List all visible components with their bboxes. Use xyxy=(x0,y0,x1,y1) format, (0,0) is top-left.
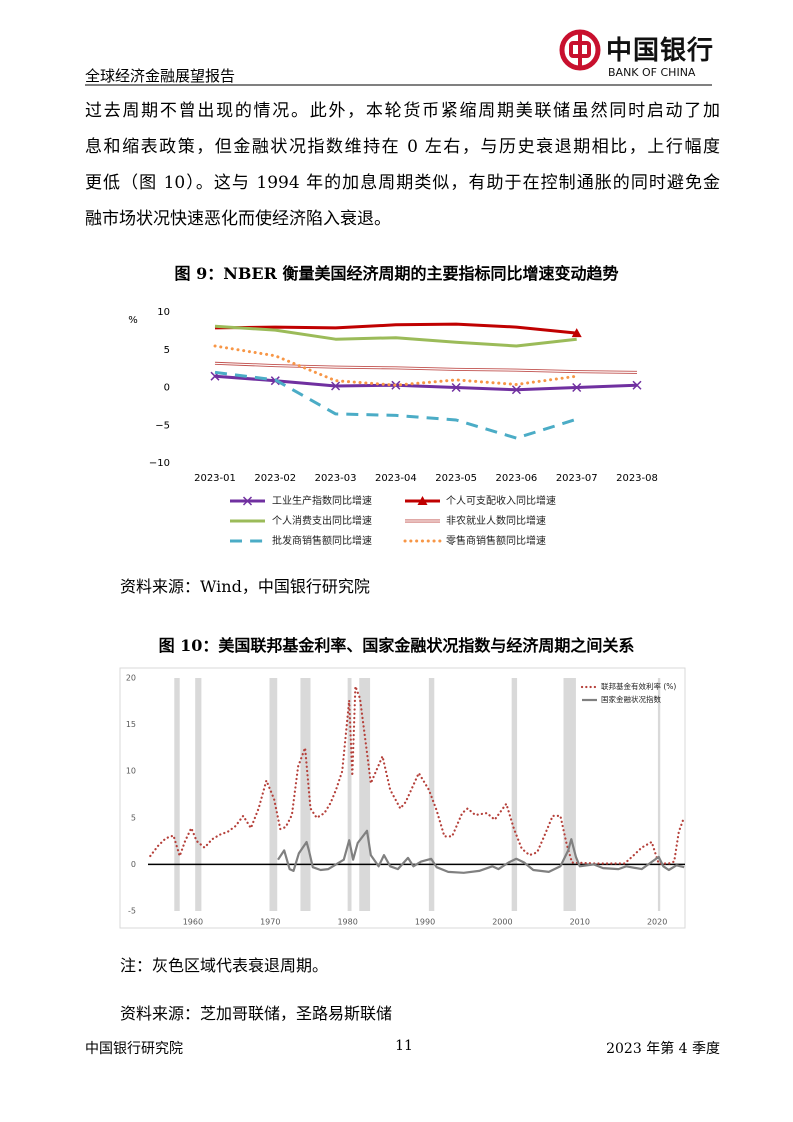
series-line-inner xyxy=(214,362,638,373)
y-tick-label: -5 xyxy=(128,907,136,916)
figure-note: 注：灰色区域代表衰退周期。 xyxy=(120,956,329,975)
x-tick-label: 2023-01 xyxy=(194,473,236,484)
x-tick-label: 2000 xyxy=(492,918,512,927)
x-tick-label: 1990 xyxy=(415,918,435,927)
series-line xyxy=(214,374,638,392)
chart-frame xyxy=(119,667,686,929)
point-marker xyxy=(511,385,521,395)
x-tick-label: 2010 xyxy=(570,918,590,927)
x-tick-label: 2023-02 xyxy=(254,473,296,484)
y-tick-label: 0 xyxy=(131,860,136,869)
recession-band xyxy=(428,678,435,911)
recession-band xyxy=(269,678,278,911)
series-line xyxy=(214,322,577,335)
x-tick-label: 2023-03 xyxy=(315,473,357,484)
point-marker xyxy=(571,328,582,338)
y-tick-label: −5 xyxy=(155,420,170,431)
legend-label: 非农就业人数同比增速 xyxy=(446,514,546,527)
legend-marker xyxy=(242,496,253,506)
logo-icon xyxy=(559,29,601,71)
series-line xyxy=(214,370,578,440)
figure-caption: 图 9：NBER 衡量美国经济周期的主要指标同比增速变动趋势 xyxy=(174,264,619,283)
legend-label: 联邦基金有效利率 (%) xyxy=(601,681,676,691)
legend-label: 国家金融状况指数 xyxy=(601,694,661,704)
series-line xyxy=(214,324,577,348)
body-line: 更低（图 10）。这与 1994 年的加息周期类似，有助于在控制通胀的同时避免金 xyxy=(85,173,720,193)
y-tick-label: 10 xyxy=(126,767,136,776)
point-marker xyxy=(331,381,341,391)
recession-band xyxy=(300,678,311,911)
footer-left: 中国银行研究院 xyxy=(85,1041,183,1057)
series-line xyxy=(277,829,685,874)
figure-caption: 图 10：美国联邦基金利率、国家金融状况指数与经济周期之间关系 xyxy=(158,636,635,655)
x-tick-label: 2020 xyxy=(647,918,667,927)
body-line: 融市场状况快速恶化而使经济陷入衰退。 xyxy=(85,209,391,229)
legend-label: 个人消费支出同比增速 xyxy=(272,514,372,527)
legend-label: 个人可支配收入同比增速 xyxy=(446,494,556,507)
recession-band xyxy=(657,678,661,911)
x-tick-label: 2023-06 xyxy=(496,473,538,484)
y-tick-label: 5 xyxy=(164,345,170,356)
recession-band xyxy=(174,678,180,911)
x-tick-label: 1960 xyxy=(183,918,203,927)
body-line: 息和缩表政策，但金融状况指数维持在 0 左右，与历史衰退期相比，上行幅度 xyxy=(85,137,720,157)
point-marker xyxy=(451,382,461,393)
footer-right: 2023 年第 4 季度 xyxy=(606,1041,720,1057)
y-tick-label: −10 xyxy=(149,458,170,469)
body-line: 过去周期不曾出现的情况。此外，本轮货币紧缩周期美联储虽然同时启动了加 xyxy=(85,101,720,121)
y-axis-label: % xyxy=(128,315,138,326)
y-tick-label: 0 xyxy=(164,383,170,394)
header-title: 全球经济金融展望报告 xyxy=(85,67,236,85)
y-tick-label: 5 xyxy=(131,813,136,822)
point-marker xyxy=(632,380,642,390)
series-line xyxy=(213,344,579,387)
recession-band xyxy=(195,678,202,911)
y-tick-label: 15 xyxy=(126,720,136,729)
recession-band xyxy=(511,678,518,911)
legend-label: 工业生产指数同比增速 xyxy=(272,494,372,507)
x-tick-label: 1980 xyxy=(337,918,357,927)
recession-band xyxy=(347,678,352,911)
x-tick-label: 2023-07 xyxy=(556,473,598,484)
logo-cn: 中国银行 xyxy=(606,36,715,66)
legend-label: 批发商销售额同比增速 xyxy=(272,534,372,547)
point-marker xyxy=(572,382,582,393)
logo-en: BANK OF CHINA xyxy=(608,66,696,79)
x-tick-label: 2023-04 xyxy=(375,473,417,484)
legend-marker xyxy=(417,496,428,505)
y-tick-label: 10 xyxy=(157,307,170,318)
recession-band xyxy=(563,678,576,911)
recession-band xyxy=(359,678,371,911)
page-number: 11 xyxy=(395,1038,413,1054)
y-tick-label: 20 xyxy=(126,674,136,683)
series-line xyxy=(149,685,686,865)
legend-label: 零售商销售额同比增速 xyxy=(446,534,546,547)
figure-source: 资料来源：芝加哥联储，圣路易斯联储 xyxy=(120,1004,393,1023)
x-tick-label: 2023-05 xyxy=(435,473,477,484)
x-tick-label: 1970 xyxy=(260,918,280,927)
figure-source: 资料来源：Wind，中国银行研究院 xyxy=(120,577,370,596)
x-tick-label: 2023-08 xyxy=(616,473,658,484)
